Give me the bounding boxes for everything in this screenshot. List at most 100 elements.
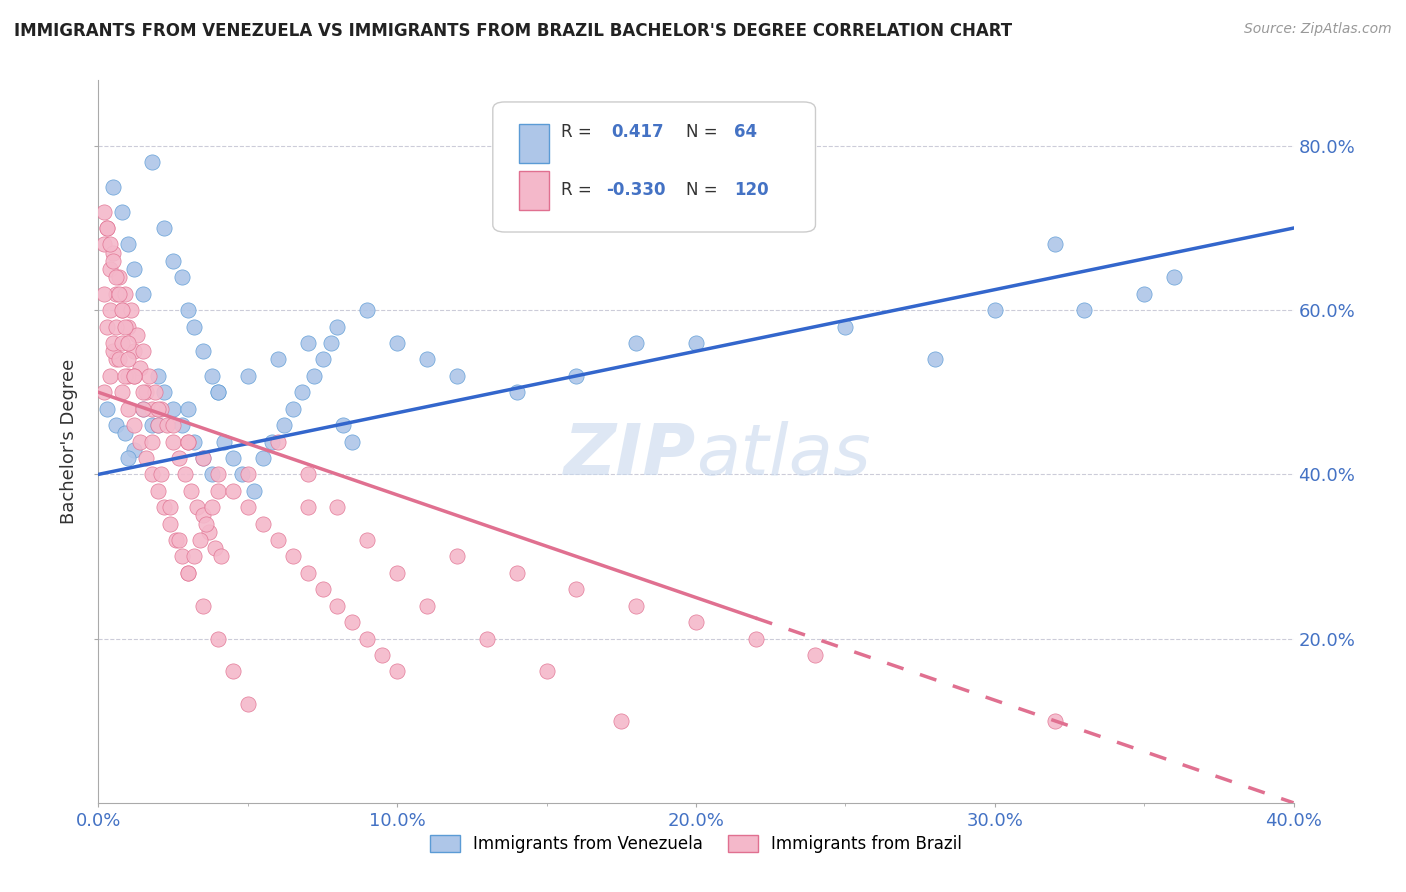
FancyBboxPatch shape (494, 102, 815, 232)
Point (231, 467, 253, 482)
Text: IMMIGRANTS FROM VENEZUELA VS IMMIGRANTS FROM BRAZIL BACHELOR'S DEGREE CORRELATIO: IMMIGRANTS FROM VENEZUELA VS IMMIGRANTS … (14, 22, 1012, 40)
Point (111, 303, 134, 318)
Point (162, 418, 184, 433)
Point (1043, 714, 1066, 728)
Point (167, 533, 190, 547)
Point (252, 516, 274, 531)
Point (186, 500, 208, 515)
Point (111, 385, 134, 400)
Point (385, 566, 409, 580)
Point (105, 352, 128, 367)
Point (103, 180, 125, 194)
Point (148, 418, 170, 433)
Point (207, 483, 229, 498)
Point (281, 549, 304, 564)
Point (183, 549, 205, 564)
Point (321, 336, 343, 351)
Point (236, 698, 259, 712)
Point (565, 582, 588, 597)
Point (105, 418, 128, 433)
Point (172, 270, 194, 285)
Point (114, 426, 136, 441)
Point (326, 319, 349, 334)
Point (150, 467, 173, 482)
Text: 64: 64 (734, 123, 758, 141)
Point (311, 582, 333, 597)
Point (212, 434, 235, 449)
Point (188, 533, 211, 547)
Point (297, 500, 319, 515)
Point (148, 418, 170, 433)
Point (745, 632, 768, 646)
Point (114, 286, 136, 301)
Point (342, 434, 364, 449)
Point (105, 319, 128, 334)
Point (117, 450, 139, 465)
Point (183, 319, 205, 334)
Text: 0.417: 0.417 (612, 123, 664, 141)
Point (385, 336, 409, 351)
Point (565, 368, 588, 383)
Point (98, 237, 122, 252)
Text: R =: R = (561, 123, 592, 141)
Point (183, 434, 205, 449)
Point (177, 303, 200, 318)
Point (924, 352, 946, 367)
Text: atlas: atlas (696, 422, 870, 491)
Point (356, 533, 378, 547)
Point (177, 566, 200, 580)
Point (260, 434, 283, 449)
Point (150, 401, 173, 416)
Point (124, 418, 146, 433)
Point (111, 303, 134, 318)
Point (141, 401, 163, 416)
Legend: Immigrants from Venezuela, Immigrants from Brazil: Immigrants from Venezuela, Immigrants fr… (423, 828, 969, 860)
Text: -0.330: -0.330 (606, 181, 666, 199)
Point (506, 566, 529, 580)
Point (475, 632, 498, 646)
Point (371, 648, 394, 662)
Point (626, 336, 648, 351)
Point (96, 401, 118, 416)
Point (117, 319, 139, 334)
Point (148, 401, 170, 416)
Point (124, 442, 146, 457)
Point (120, 303, 142, 318)
Point (172, 549, 194, 564)
Point (117, 368, 139, 383)
Point (177, 434, 200, 449)
Point (108, 270, 131, 285)
Point (167, 450, 190, 465)
Point (191, 450, 214, 465)
Point (311, 352, 333, 367)
Point (162, 434, 184, 449)
Y-axis label: Bachelor's Degree: Bachelor's Degree (60, 359, 79, 524)
Point (159, 500, 181, 515)
Point (103, 245, 125, 260)
Point (165, 533, 187, 547)
FancyBboxPatch shape (519, 170, 548, 211)
Point (93, 204, 115, 219)
Point (191, 344, 214, 359)
Point (685, 336, 707, 351)
Point (177, 401, 200, 416)
Point (236, 368, 259, 383)
Point (103, 336, 125, 351)
Point (174, 467, 197, 482)
Point (610, 714, 633, 728)
Point (191, 450, 214, 465)
Point (93, 286, 115, 301)
Point (117, 352, 139, 367)
Point (243, 483, 266, 498)
Point (96, 319, 118, 334)
Text: 120: 120 (734, 181, 769, 199)
Point (297, 467, 319, 482)
Text: N =: N = (686, 123, 718, 141)
Point (132, 401, 155, 416)
Text: R =: R = (561, 181, 592, 199)
Point (291, 385, 314, 400)
Point (138, 368, 160, 383)
Point (834, 319, 856, 334)
Point (111, 204, 134, 219)
Point (98, 303, 122, 318)
